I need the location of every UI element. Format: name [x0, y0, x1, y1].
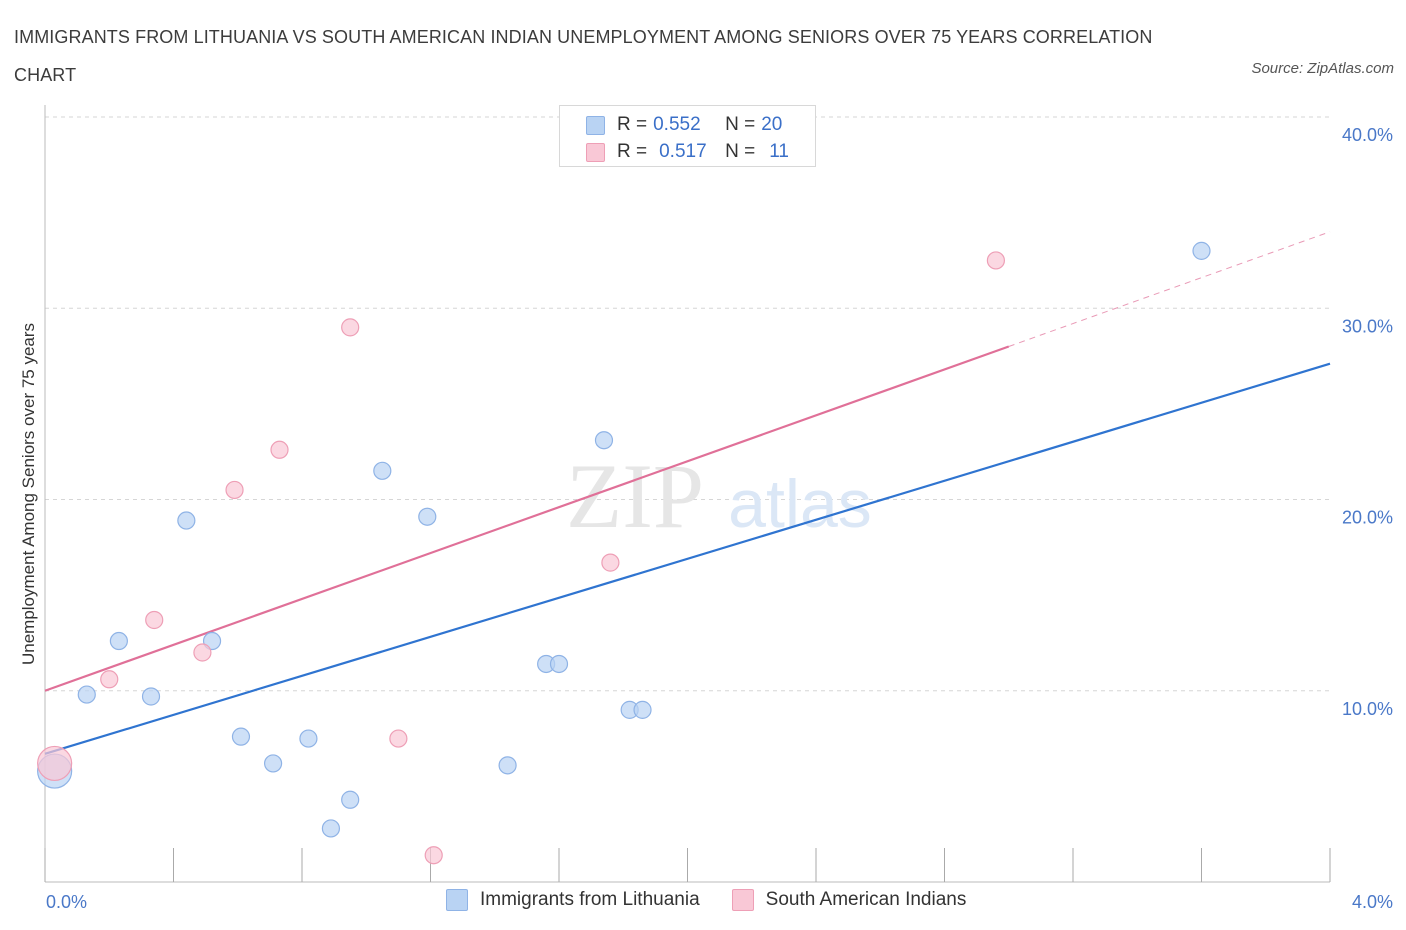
- point-lithuania: [299, 729, 318, 748]
- legend-label-south-american: South American Indians: [765, 889, 967, 910]
- point-lithuania: [321, 819, 341, 838]
- legend-item-south-american: South American Indians: [731, 889, 967, 911]
- legend-n-value: 11: [769, 141, 789, 162]
- point-south-american: [225, 480, 244, 500]
- point-south-american: [145, 610, 164, 630]
- legend-r-label: R =: [617, 141, 648, 162]
- watermark-zip: ZIP: [566, 445, 704, 547]
- legend-swatch-pink: [586, 142, 605, 162]
- point-lithuania: [373, 461, 392, 480]
- point-south-american: [986, 251, 1006, 270]
- legend-label-lithuania: Immigrants from Lithuania: [480, 889, 700, 910]
- x-tick-label: 0.0%: [46, 892, 87, 912]
- y-axis-label: Unemployment Among Seniors over 75 years: [19, 323, 38, 665]
- chart-title: IMMIGRANTS FROM LITHUANIA VS SOUTH AMERI…: [14, 27, 1153, 85]
- legend-row-lithuania: R = 0.552 N = 20: [586, 112, 782, 138]
- point-lithuania: [109, 631, 128, 651]
- y-tick-label: 40.0%: [1342, 125, 1393, 145]
- legend-swatch-blue: [586, 115, 605, 135]
- legend-r-label: R =: [617, 114, 648, 135]
- correlation-legend: R = 0.552 N = 20 R = 0.517 N = 11: [559, 105, 816, 167]
- tick-labels: 10.0% 20.0% 30.0% 40.0% 0.0% 4.0%: [46, 125, 1393, 912]
- point-lithuania: [418, 507, 437, 526]
- grid-lines: [45, 116, 1330, 692]
- point-south-american: [601, 553, 620, 572]
- point-south-american: [389, 729, 408, 748]
- legend-row-south-american: R = 0.517 N = 11: [586, 139, 789, 165]
- y-tick-label: 30.0%: [1342, 316, 1393, 336]
- trend-lines: [44, 231, 1331, 755]
- point-lithuania: [633, 700, 652, 719]
- legend-n-label: N =: [725, 141, 756, 162]
- point-south-american: [270, 440, 289, 459]
- legend-r-value: 0.552: [653, 114, 701, 135]
- point-lithuania: [341, 790, 360, 809]
- x-tick-label: 4.0%: [1352, 892, 1393, 912]
- point-south-american: [193, 643, 212, 662]
- legend-swatch-pink: [731, 889, 754, 911]
- point-lithuania: [231, 727, 251, 746]
- legend-n-value: 20: [761, 114, 783, 135]
- point-lithuania: [141, 687, 161, 706]
- point-lithuania: [498, 756, 517, 775]
- point-lithuania: [77, 685, 96, 704]
- trend-line-lithuania: [44, 362, 1331, 755]
- point-south-american: [100, 670, 119, 689]
- watermark-atlas: atlas: [728, 466, 872, 542]
- point-lithuania: [177, 511, 196, 530]
- trend-extension-south-american: [1008, 231, 1331, 347]
- point-lithuania: [1192, 241, 1211, 260]
- legend-swatch-blue: [446, 889, 468, 911]
- point-south-american: [37, 745, 73, 782]
- y-tick-label: 20.0%: [1342, 508, 1393, 528]
- trend-line-south-american: [44, 345, 1010, 692]
- legend-n-label: N =: [725, 114, 756, 135]
- point-lithuania: [594, 431, 614, 450]
- series-legend: Immigrants from Lithuania South American…: [446, 889, 998, 911]
- data-points: [37, 241, 1211, 865]
- legend-r-value: 0.517: [659, 141, 707, 162]
- y-tick-label: 10.0%: [1342, 699, 1393, 719]
- point-lithuania: [549, 654, 569, 674]
- point-lithuania: [263, 754, 283, 773]
- point-south-american: [341, 318, 360, 337]
- legend-item-lithuania: Immigrants from Lithuania: [446, 889, 700, 911]
- point-south-american: [424, 846, 443, 865]
- source-label: Source: ZipAtlas.com: [1251, 60, 1394, 77]
